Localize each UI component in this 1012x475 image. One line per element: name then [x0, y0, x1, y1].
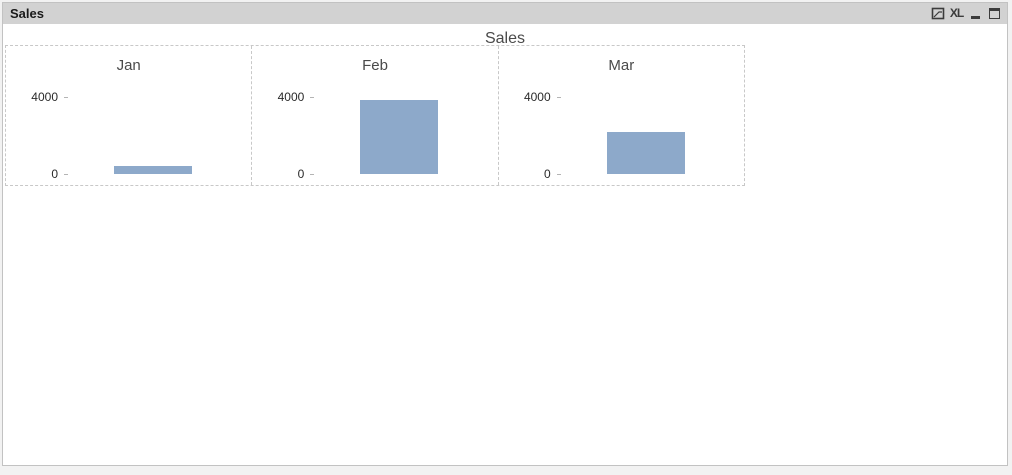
minimize-button[interactable]	[968, 6, 983, 21]
bar-mar[interactable]	[606, 132, 685, 174]
printer-icon	[931, 7, 944, 20]
print-button[interactable]	[930, 6, 945, 21]
caption-icon-group: XL	[930, 6, 1002, 21]
chart-object-window: Sales XL Sales Jan 4000	[2, 2, 1008, 466]
chart-canvas: Sales Jan 4000 0 Feb 4000 0 Mar 4000	[3, 24, 1007, 465]
y-axis-tick-label-max: 4000	[277, 90, 305, 104]
maximize-button[interactable]	[987, 6, 1002, 21]
excel-icon: XL	[949, 6, 964, 20]
y-axis-tick-label-max: 4000	[523, 90, 551, 104]
trellis-panel-feb: Feb 4000 0	[251, 46, 497, 185]
window-title: Sales	[10, 6, 44, 21]
maximize-icon	[989, 8, 1000, 19]
bar-feb[interactable]	[360, 100, 439, 174]
trellis-panel-mar: Mar 4000 0	[497, 46, 744, 185]
minimize-icon	[971, 16, 980, 19]
y-axis-tick-mark	[64, 97, 68, 98]
export-excel-button[interactable]: XL	[949, 6, 964, 21]
y-axis-tick-mark	[556, 174, 561, 175]
window-caption-bar[interactable]: Sales XL	[3, 3, 1007, 24]
chart-title: Sales	[484, 30, 526, 47]
panel-title-jan: Jan	[116, 57, 141, 74]
trellis-grid: Jan 4000 0 Feb 4000 0 Mar 4000 0	[5, 45, 745, 186]
bar-jan[interactable]	[114, 166, 192, 174]
y-axis-tick-label-zero: 0	[297, 167, 305, 181]
y-axis-tick-mark	[64, 174, 68, 175]
y-axis-tick-label-zero: 0	[543, 167, 551, 181]
trellis-panel-jan: Jan 4000 0	[6, 46, 251, 185]
panel-title-feb: Feb	[362, 57, 388, 74]
y-axis-tick-mark	[556, 97, 561, 98]
y-axis-tick-mark	[310, 174, 315, 175]
y-axis-tick-label-max: 4000	[31, 90, 58, 104]
panel-title-mar: Mar	[608, 57, 635, 74]
y-axis-tick-mark	[310, 97, 315, 98]
y-axis-tick-label-zero: 0	[51, 167, 58, 181]
